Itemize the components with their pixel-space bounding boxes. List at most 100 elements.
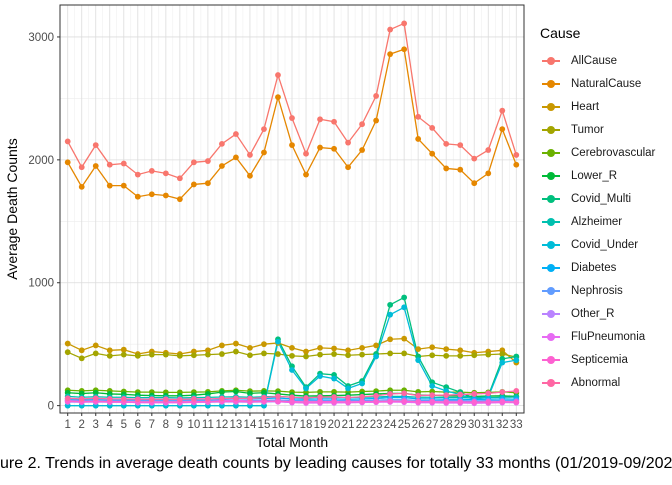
data-point-AllCause [261,126,267,133]
data-point-Septicemia [401,398,408,405]
data-point-Covid_Multi [401,294,408,301]
data-point-Abnormal [204,395,211,402]
legend-label: Heart [571,100,600,113]
legend-label: Septicemia [571,353,628,366]
legend-key-swatch [540,261,562,275]
data-point-Abnormal [120,395,127,402]
data-point-AllCause [499,107,506,114]
data-point-NaturalCause [148,191,155,198]
data-point-AllCause [247,152,253,158]
data-point-Septicemia [373,398,380,405]
data-point-Tumor [190,352,197,359]
data-point-Heart [106,347,113,354]
legend-label: Lower_R [571,169,618,182]
data-point-AllCause [359,121,365,128]
data-point-NaturalCause [219,163,225,169]
data-point-Abnormal [387,391,394,397]
data-point-AllCause [317,116,323,123]
data-point-Tumor [429,352,436,359]
data-point-Abnormal [247,395,253,402]
data-point-Abnormal [443,392,450,399]
data-point-Abnormal [148,396,155,403]
data-point-Heart [331,345,337,352]
data-point-NaturalCause [415,136,422,142]
data-point-AllCause [443,140,450,147]
data-point-Tumor [247,352,253,359]
x-tick-label: 25 [398,419,411,431]
data-point-NaturalCause [401,46,408,53]
x-tick-label: 33 [510,419,523,431]
data-point-Septicemia [499,398,506,405]
x-tick-label: 12 [216,419,229,431]
data-point-Covid_Under [499,359,506,366]
data-point-Heart [233,340,239,347]
data-point-Covid_Under [429,383,436,389]
data-point-NaturalCause [64,159,71,166]
data-point-Abnormal [134,396,141,403]
data-point-NaturalCause [289,142,295,148]
x-tick-label: 30 [468,419,481,431]
data-point-Abnormal [92,395,99,402]
data-point-AllCause [415,113,422,120]
legend-key-swatch [540,238,562,252]
legend-item-FluPneumonia: FluPneumonia [540,325,655,348]
data-point-NaturalCause [345,164,351,171]
data-point-Abnormal [485,390,492,397]
data-point-NaturalCause [513,161,520,168]
data-point-Heart [359,344,365,351]
data-point-Septicemia [359,398,365,405]
data-point-Heart [387,336,394,343]
data-point-Abnormal [415,392,422,399]
data-point-Covid_Under [513,357,520,364]
legend-key-swatch [540,146,562,160]
y-tick-label: 0 [48,401,54,413]
data-point-AllCause [289,115,295,121]
data-point-Septicemia [429,398,436,405]
legend-item-Abnormal: Abnormal [540,371,655,394]
data-point-Tumor [359,351,365,358]
x-tick-label: 21 [342,419,355,431]
data-point-Septicemia [513,399,520,405]
legend-label: Other_R [571,307,615,320]
data-point-Heart [289,344,295,351]
x-tick-label: 3 [93,419,99,431]
data-point-Septicemia [317,398,323,405]
legend-key-swatch [540,330,562,344]
legend-item-Tumor: Tumor [540,118,655,141]
y-tick-label: 2000 [28,155,54,167]
legend-item-Other_R: Other_R [540,302,655,325]
x-tick-label: 5 [121,419,127,431]
data-point-AllCause [176,175,183,182]
data-point-AllCause [373,93,380,99]
data-point-Abnormal [331,394,337,400]
data-point-Heart [204,347,211,354]
x-tick-label: 6 [135,419,141,431]
data-point-NaturalCause [106,182,113,189]
data-point-NaturalCause [485,170,492,177]
data-point-NaturalCause [162,192,169,199]
x-tick-label: 27 [426,419,439,431]
legend-label: AllCause [571,54,618,67]
data-point-Tumor [499,351,506,357]
y-tick-label: 1000 [28,278,54,290]
x-tick-label: 9 [177,419,183,431]
data-point-AllCause [401,20,408,27]
x-tick-label: 15 [258,419,271,431]
x-tick-label: 1 [65,419,71,431]
data-point-NaturalCause [261,149,267,156]
x-tick-label: 11 [202,419,214,431]
legend-item-Covid_Under: Covid_Under [540,233,655,256]
data-point-AllCause [345,139,351,146]
x-tick-label: 7 [149,419,155,431]
data-point-Heart [415,346,422,352]
data-point-Tumor [401,350,408,357]
data-point-Tumor [261,350,267,357]
legend-label: Cerebrovascular [571,146,656,159]
data-point-Tumor [471,352,478,359]
x-axis-title: Total Month [256,434,328,450]
data-point-NaturalCause [247,172,253,179]
data-point-Abnormal [275,393,281,400]
data-point-Tumor [485,351,492,358]
legend-key-swatch [540,100,562,114]
data-point-AllCause [471,155,478,162]
